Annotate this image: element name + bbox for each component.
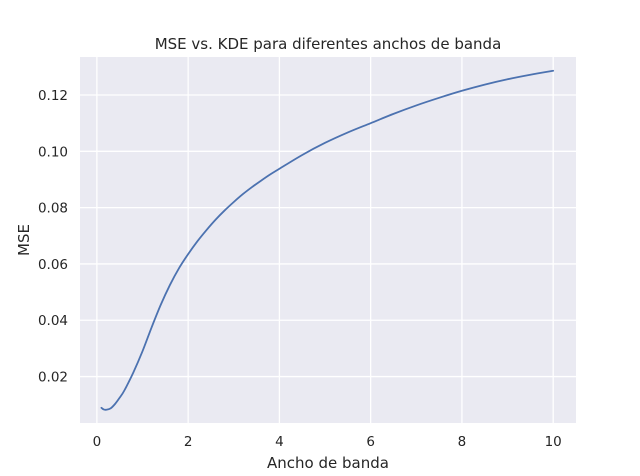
y-tick-label: 0.02 bbox=[38, 370, 68, 386]
y-axis-label: MSE bbox=[15, 224, 33, 256]
chart-title: MSE vs. KDE para diferentes anchos de ba… bbox=[155, 35, 502, 53]
grid bbox=[80, 57, 576, 423]
x-tick-label: 2 bbox=[184, 434, 193, 450]
x-tick-label: 10 bbox=[545, 434, 562, 450]
y-tick-label: 0.10 bbox=[38, 144, 68, 160]
x-tick-label: 6 bbox=[366, 434, 375, 450]
series-line bbox=[100, 69, 555, 411]
y-tick-label: 0.12 bbox=[38, 88, 68, 104]
x-tick-labels: 0 2 4 6 8 10 bbox=[93, 434, 562, 450]
x-axis-label: Ancho de banda bbox=[267, 454, 389, 472]
y-tick-label: 0.04 bbox=[38, 313, 68, 329]
plot-area bbox=[80, 57, 576, 423]
y-tick-label: 0.06 bbox=[38, 257, 68, 273]
y-tick-label: 0.08 bbox=[38, 201, 68, 217]
series-group bbox=[100, 69, 555, 411]
x-tick-label: 4 bbox=[275, 434, 284, 450]
x-tick-label: 0 bbox=[93, 434, 102, 450]
y-tick-labels: 0.02 0.04 0.06 0.08 0.10 0.12 bbox=[38, 88, 68, 386]
x-tick-label: 8 bbox=[458, 434, 467, 450]
